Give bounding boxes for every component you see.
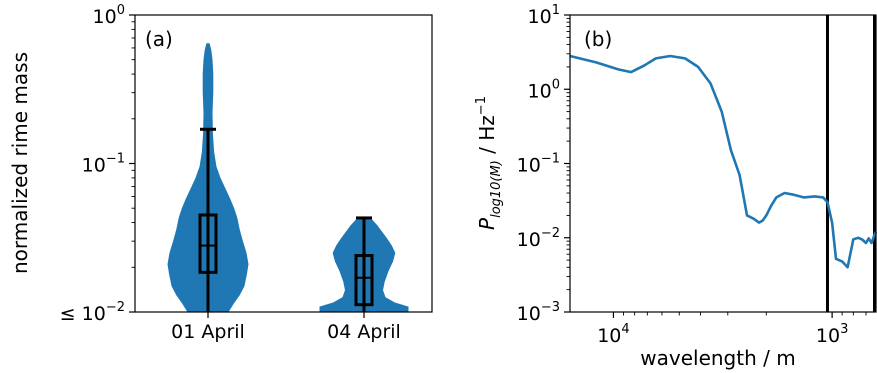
y-tick-label-2-exp: −1: [541, 152, 560, 167]
panel-b-frame: [569, 14, 877, 313]
y-tick-label-1-exp: −1: [106, 152, 125, 167]
y-tick-label-2-prefix: ≤: [60, 303, 82, 325]
panel-b-tag: (b): [584, 27, 612, 51]
box-2: [354, 254, 374, 307]
y-tick-label-3: 10−2: [517, 226, 560, 251]
box-1: [198, 213, 218, 274]
y-tick-label-0-base: 10: [528, 6, 552, 28]
y-tick-label-4-exp: −3: [541, 300, 560, 315]
y-tick-label-2-base: 10: [517, 155, 541, 177]
y-tick-label-1: 10−1: [82, 152, 125, 177]
spectrum-line: [569, 54, 877, 269]
x-tick-label-0-base: 10: [597, 325, 621, 347]
y-label-symbol: P: [475, 217, 499, 230]
y-tick-label-2: 10−1: [517, 152, 560, 177]
x-tick-label-0: 104: [597, 322, 629, 347]
x-tick-label-0-exp: 4: [621, 322, 629, 337]
panel-a-y-axis-label: normalized rime mass: [8, 52, 32, 274]
box-layer: [198, 127, 374, 312]
y-label-subscript: log10(M): [489, 160, 504, 218]
panel-a-tag: (a): [145, 27, 173, 51]
y-tick-label-3-exp: −2: [541, 226, 560, 241]
y-label-unit-exponent: −1: [474, 96, 489, 115]
reference-lines: [825, 15, 876, 312]
y-tick-label-2-base: 10: [82, 303, 106, 325]
y-tick-label-1-exp: 0: [552, 77, 560, 92]
y-tick-label-4-base: 10: [517, 303, 541, 325]
y-tick-label-3-base: 10: [517, 229, 541, 251]
y-tick-label-0-exp: 1: [552, 3, 560, 18]
y-tick-label-1-base: 10: [82, 155, 106, 177]
y-tick-label-4: 10−3: [517, 300, 560, 325]
x-tick-label-1-base: 10: [816, 325, 840, 347]
x-tick-label-1-exp: 3: [840, 322, 848, 337]
y-tick-label-2-exp: −2: [106, 300, 125, 315]
y-tick-label-1-base: 10: [528, 80, 552, 102]
y-label-unit: / Hz: [475, 115, 499, 160]
x-tick-label-1: 04 April: [327, 321, 401, 343]
y-tick-label-0-exp: 0: [117, 3, 125, 18]
panel-b-x-axis-label: wavelength / m: [640, 346, 795, 370]
panel-b-x-ticks: 104 103: [597, 312, 867, 347]
y-tick-label-0: 101: [528, 3, 560, 28]
y-tick-label-0-base: 10: [93, 6, 117, 28]
y-tick-label-0: 100: [93, 3, 125, 28]
panel-a-x-ticks: 01 April 04 April: [171, 312, 401, 343]
panel-b-y-axis-label: Plog10(M) / Hz−1: [474, 96, 504, 230]
y-tick-label-1: 100: [528, 77, 560, 102]
x-tick-label-1: 103: [816, 322, 848, 347]
x-tick-label-0: 01 April: [171, 321, 245, 343]
y-tick-label-2: ≤ 10−2: [60, 300, 125, 325]
